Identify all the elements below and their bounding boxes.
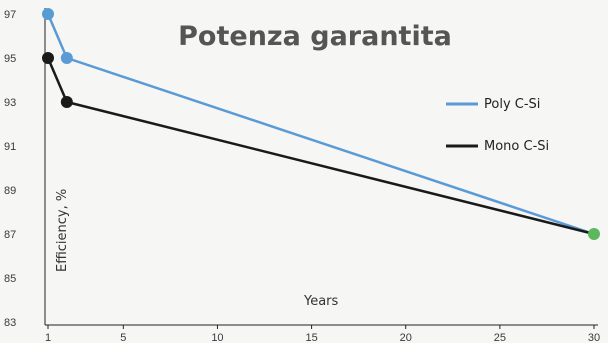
y-tick-label-85: 85 [4, 273, 16, 285]
data-point-1-0 [42, 52, 54, 64]
y-axis-label: Efficiency, % [55, 189, 70, 272]
chart-title: Potenza garantita [178, 21, 452, 52]
y-tick-label-87: 87 [4, 229, 16, 241]
data-point-0-1 [60, 52, 73, 64]
y-tick-label-83: 83 [4, 317, 16, 329]
x-tick-label-25: 25 [494, 332, 506, 343]
data-point-0-0 [42, 8, 54, 20]
x-tick-label-5: 5 [120, 332, 126, 343]
x-tick-label-20: 20 [400, 332, 412, 343]
x-tick-labels: 1 5 10 15 20 25 30 [45, 325, 600, 343]
y-tick-label-91: 91 [4, 141, 16, 153]
y-tick-label-89: 89 [4, 185, 16, 197]
legend-label-mono: Mono C-Si [484, 139, 549, 154]
legend-label-poly: Poly C-Si [484, 97, 540, 112]
x-tick-label-1: 1 [45, 332, 51, 343]
legend: Poly C-Si Mono C-Si [446, 97, 549, 154]
x-tick-label-15: 15 [305, 332, 317, 343]
y-tick-label-93: 93 [4, 97, 16, 109]
x-tick-label-30: 30 [588, 332, 600, 343]
y-tick-label-95: 95 [4, 53, 16, 65]
x-tick-label-10: 10 [211, 332, 223, 343]
data-point-1-1 [60, 96, 73, 108]
data-point-end [588, 228, 600, 240]
y-tick-label-97: 97 [4, 9, 16, 21]
series-points [42, 8, 600, 240]
y-tick-labels: 83 85 87 89 91 93 95 97 [4, 9, 16, 329]
x-axis-label: Years [303, 294, 339, 309]
